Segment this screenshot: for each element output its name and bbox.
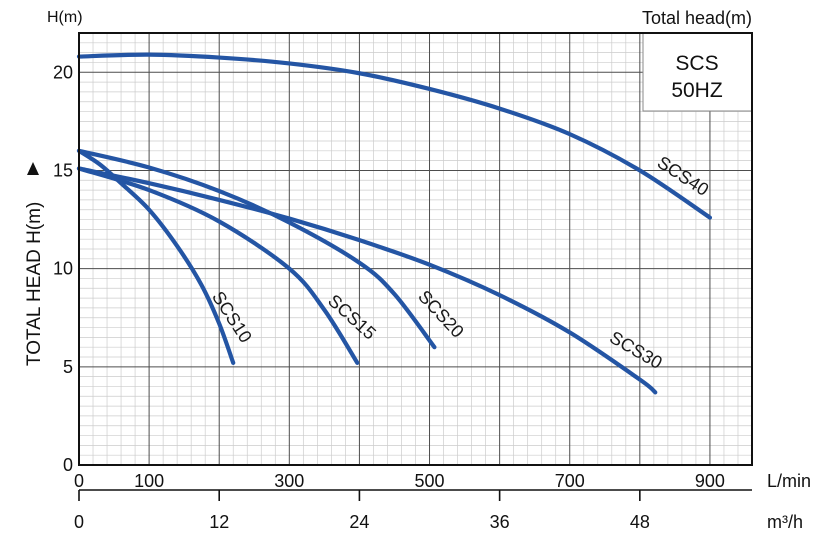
total-head-label: Total head(m) <box>642 8 752 28</box>
x-tick-label: 0 <box>74 471 84 491</box>
curves <box>76 52 713 395</box>
legend-series-label: SCS <box>675 52 718 75</box>
x2-axis-unit-label: m³/h <box>767 512 803 532</box>
flow-m3h-axis: 0 12 24 36 48 <box>74 489 752 532</box>
x-tick-label: 500 <box>414 471 444 491</box>
x-tick-label: 300 <box>274 471 304 491</box>
curve-scs40 <box>76 52 713 220</box>
curve-scs10 <box>76 148 236 365</box>
y-tick-label: 5 <box>63 357 73 377</box>
x2-tick-label: 36 <box>490 512 510 532</box>
tick-labels: 0 5 10 15 20 0 100 300 500 700 900 <box>53 62 725 491</box>
y-axis-title: TOTAL HEAD H(m) <box>24 202 45 366</box>
grid <box>79 33 752 465</box>
x-tick-label: 700 <box>555 471 585 491</box>
legend-box-background <box>642 32 753 112</box>
x2-tick-label: 48 <box>630 512 650 532</box>
legend-frequency-label: 50HZ <box>671 79 723 102</box>
curve-scs20 <box>76 148 437 350</box>
curve-scs15 <box>76 166 360 365</box>
plot-frame <box>78 32 753 466</box>
y-tick-label: 10 <box>53 259 73 279</box>
y-axis-unit-label: H(m) <box>47 9 83 26</box>
arrow-up-icon <box>27 162 39 175</box>
x-axis-unit-label: L/min <box>767 471 811 491</box>
x2-tick-label: 0 <box>74 512 84 532</box>
legend-box: SCS 50HZ <box>642 32 753 112</box>
y-tick-label: 0 <box>63 455 73 475</box>
x2-tick-label: 24 <box>349 512 369 532</box>
x-tick-label: 100 <box>134 471 164 491</box>
x2-tick-label: 12 <box>209 512 229 532</box>
y-tick-label: 20 <box>53 62 73 82</box>
curve-scs30 <box>76 166 658 395</box>
y-tick-label: 15 <box>53 160 73 180</box>
x-tick-label: 900 <box>695 471 725 491</box>
